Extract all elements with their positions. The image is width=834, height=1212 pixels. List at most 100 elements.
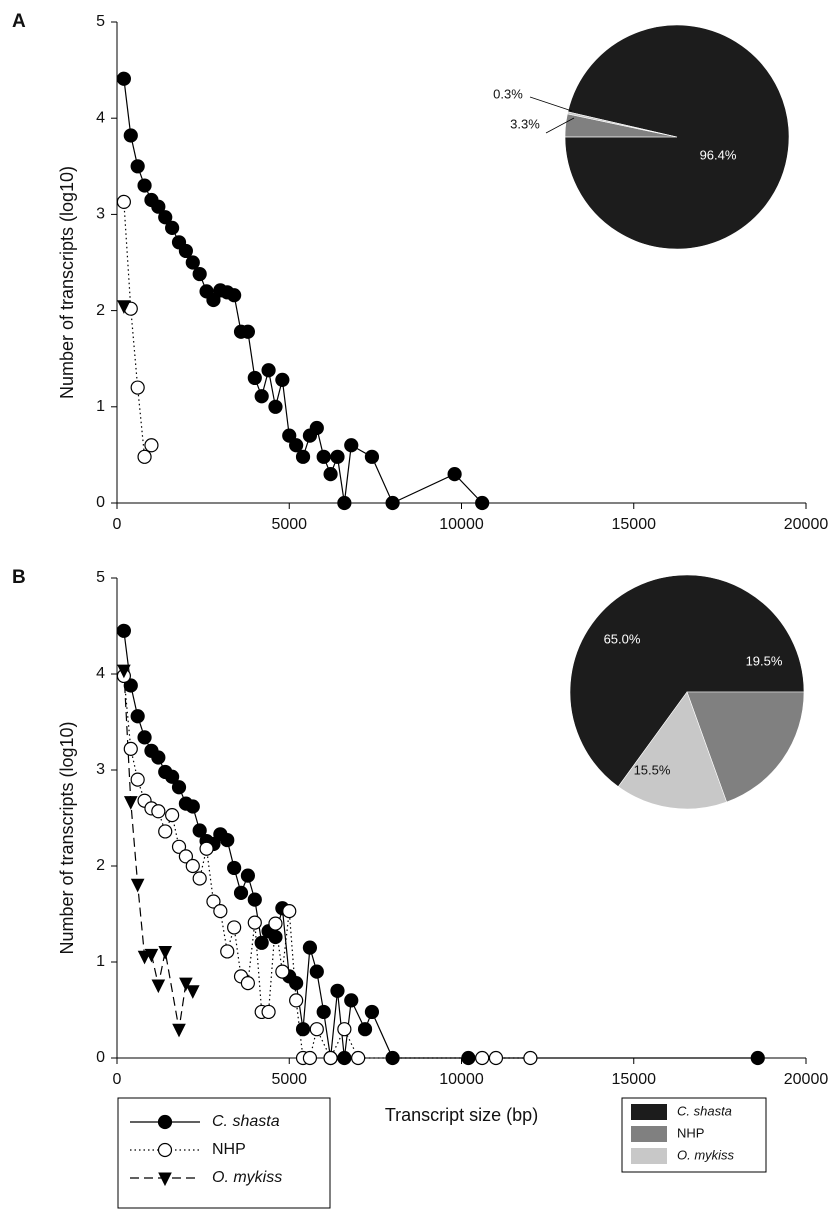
marker <box>123 128 138 143</box>
marker <box>192 871 207 886</box>
marker <box>254 389 269 404</box>
marker <box>178 243 193 259</box>
marker <box>364 449 380 464</box>
marker <box>158 210 173 225</box>
legend-label: NHP <box>212 1141 246 1158</box>
marker <box>240 976 256 991</box>
x-tick-label: 0 <box>113 516 122 533</box>
series-line <box>123 670 194 1030</box>
marker <box>151 199 166 214</box>
marker <box>330 983 345 998</box>
marker <box>137 178 152 193</box>
marker <box>144 948 159 963</box>
marker <box>275 964 290 979</box>
legend-label: C. shasta <box>212 1113 280 1130</box>
marker <box>475 495 490 511</box>
marker <box>172 1023 186 1038</box>
marker <box>199 841 214 856</box>
marker <box>137 730 152 745</box>
line-legend-box <box>117 1097 331 1209</box>
marker <box>123 796 138 810</box>
marker <box>309 964 324 979</box>
marker <box>282 904 297 919</box>
series-line <box>123 78 483 504</box>
marker <box>233 885 249 900</box>
x-tick-label: 10000 <box>439 516 484 533</box>
series-line <box>123 201 152 459</box>
marker <box>261 1004 276 1020</box>
marker <box>130 709 145 724</box>
marker <box>206 894 221 909</box>
pie-value-label: 3.3% <box>510 116 540 131</box>
marker <box>268 399 283 414</box>
marker <box>309 420 324 436</box>
marker <box>165 220 180 235</box>
marker <box>165 769 180 784</box>
marker <box>206 292 221 308</box>
y-tick-label: 4 <box>96 665 105 682</box>
marker <box>475 1050 490 1066</box>
panel-label: A <box>12 11 26 32</box>
marker <box>117 664 131 679</box>
marker <box>385 1050 400 1066</box>
marker <box>240 868 256 883</box>
marker <box>171 839 187 854</box>
marker <box>295 1022 311 1037</box>
y-tick-label: 5 <box>96 569 105 586</box>
y-tick-label: 3 <box>96 206 105 223</box>
pie-legend-label: O. mykiss <box>677 1147 735 1162</box>
pie-legend-label: NHP <box>677 1125 704 1140</box>
y-tick-label: 4 <box>96 109 105 126</box>
marker <box>130 159 145 174</box>
marker <box>289 976 304 991</box>
marker <box>130 772 145 787</box>
leader-line <box>545 117 575 134</box>
marker <box>130 878 145 893</box>
marker <box>185 799 200 814</box>
marker <box>247 892 262 907</box>
marker <box>344 438 359 453</box>
marker <box>275 372 290 387</box>
y-tick-label: 1 <box>96 398 105 415</box>
marker <box>227 288 242 303</box>
y-tick-label: 3 <box>96 761 105 778</box>
marker <box>523 1050 538 1066</box>
marker <box>192 823 207 838</box>
marker <box>116 194 131 209</box>
marker <box>268 916 283 931</box>
marker <box>117 300 131 314</box>
marker <box>302 940 318 955</box>
marker <box>240 324 256 339</box>
marker <box>337 1050 352 1066</box>
pie-value-label: 65.0% <box>604 631 641 646</box>
marker <box>295 449 311 464</box>
y-axis-label: Number of transcripts (log10) <box>57 166 77 399</box>
pie-value-label: 19.5% <box>746 653 783 668</box>
pie-value-label: 15.5% <box>634 762 671 777</box>
pie-legend-label: C. shasta <box>677 1103 732 1118</box>
x-axis-label: Transcript size (bp) <box>385 1105 538 1125</box>
marker <box>247 370 262 386</box>
pie-slice <box>569 574 805 788</box>
marker <box>213 904 228 919</box>
marker <box>309 1022 324 1037</box>
x-tick-label: 5000 <box>271 1071 307 1088</box>
marker <box>268 929 283 945</box>
y-tick-label: 2 <box>96 302 105 319</box>
marker <box>261 363 276 378</box>
marker <box>461 1050 476 1066</box>
marker <box>337 495 352 511</box>
marker <box>130 380 145 395</box>
marker <box>337 1022 352 1037</box>
y-tick-label: 0 <box>96 494 105 511</box>
marker <box>357 1022 373 1037</box>
marker <box>220 832 235 848</box>
x-tick-label: 0 <box>113 1071 122 1088</box>
marker <box>116 71 131 86</box>
marker <box>344 993 359 1008</box>
marker <box>192 266 207 282</box>
marker <box>364 1004 380 1020</box>
marker <box>151 804 166 819</box>
pie-slice <box>686 691 805 803</box>
